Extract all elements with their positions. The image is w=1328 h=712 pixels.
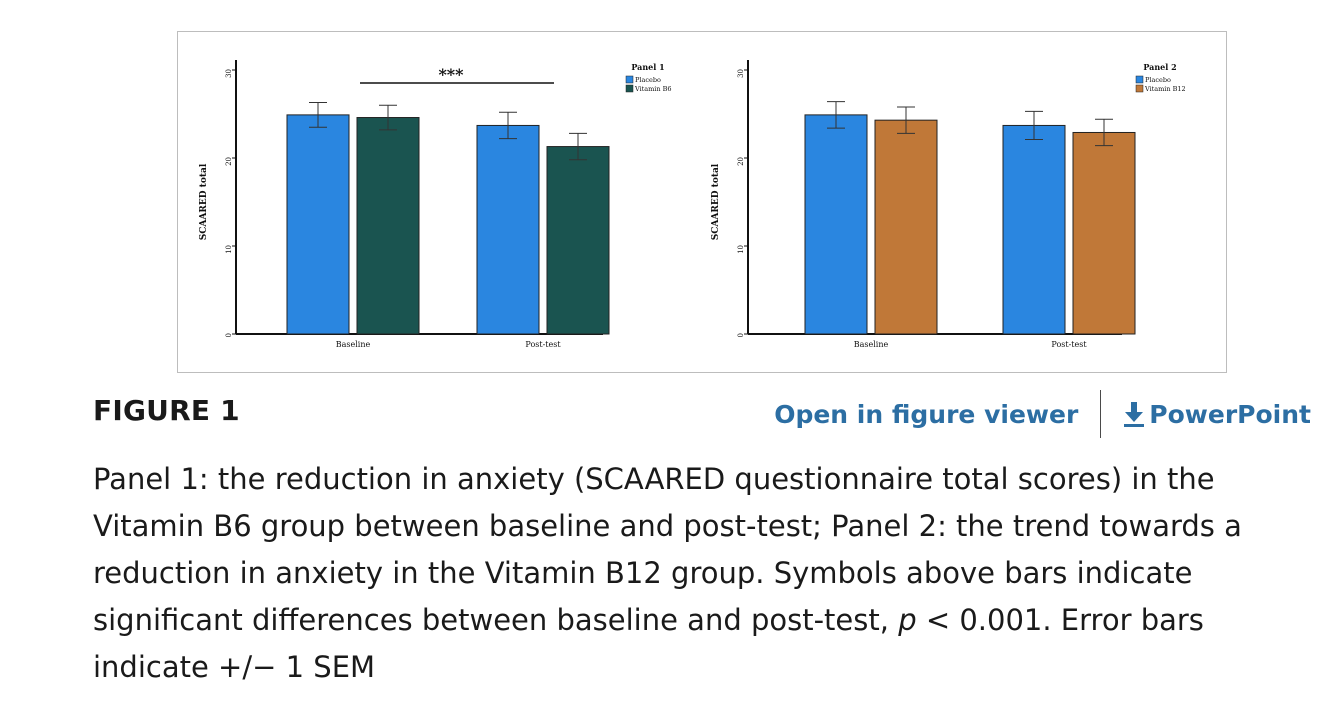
bar-vitamin-b12-baseline — [874, 119, 938, 335]
y-tick-label: 20 — [225, 157, 233, 166]
bar-placebo-baseline — [286, 114, 350, 335]
bar-placebo-post-test — [1002, 124, 1066, 335]
y-axis-label: SCAARED total — [199, 163, 209, 240]
legend-swatch — [1135, 84, 1144, 93]
caption-text-part1: Panel 1: the reduction in anxiety (SCAAR… — [93, 462, 1242, 637]
caption-text-part2: < 0.001. Error bars indicate +/− 1 SEM — [93, 603, 1204, 684]
x-tick-label: Baseline — [336, 340, 371, 349]
figure-chart: 0 10 20 30 SCAARED total Baseline Post-test ***… — [199, 60, 1186, 349]
x-tick-label: Post-test — [1051, 340, 1087, 349]
powerpoint-download-link[interactable]: PowerPoint — [1123, 400, 1311, 429]
y-tick-label: 20 — [737, 157, 745, 166]
chart-panel-1: 0 10 20 30 SCAARED total Baseline Post-test ***… — [199, 60, 672, 349]
y-tick-label: 0 — [737, 333, 745, 337]
legend-label: Vitamin B6 — [634, 85, 672, 93]
legend-swatch — [625, 75, 634, 84]
bar-vitamin-b6-post-test — [546, 146, 610, 335]
figure-image-frame: 0 10 20 30 SCAARED total Baseline Post-test ***… — [177, 31, 1227, 373]
figure-actions: Open in figure viewer PowerPoint — [774, 390, 1311, 438]
legend-swatch — [1135, 75, 1144, 84]
x-tick-label: Baseline — [854, 340, 889, 349]
y-tick-label: 10 — [225, 245, 233, 254]
y-tick-label: 30 — [737, 69, 745, 78]
powerpoint-label: PowerPoint — [1149, 399, 1311, 429]
legend-title: Panel 2 — [1143, 62, 1176, 72]
legend-swatch — [625, 84, 634, 93]
bar-placebo-baseline — [804, 114, 868, 335]
legend-label: Vitamin B12 — [1144, 85, 1186, 93]
open-figure-viewer-link[interactable]: Open in figure viewer — [774, 399, 1079, 429]
significance-stars: *** — [438, 65, 464, 84]
x-tick-label: Post-test — [525, 340, 561, 349]
figure-header: FIGURE 1 Open in figure viewer PowerPoin… — [93, 390, 1315, 438]
y-tick-label: 0 — [225, 333, 233, 337]
legend-label: Placebo — [635, 76, 661, 84]
legend-title: Panel 1 — [631, 62, 664, 72]
download-icon — [1124, 402, 1145, 427]
caption-p-symbol: p — [898, 603, 917, 637]
y-tick-label: 30 — [225, 69, 233, 78]
chart-panel-2: 0 10 20 30 SCAARED total Baseline Post-test Pan… — [711, 60, 1186, 349]
figure-label: FIGURE 1 — [93, 394, 240, 427]
y-axis-label: SCAARED total — [711, 163, 721, 240]
bar-vitamin-b6-baseline — [356, 117, 420, 335]
action-separator — [1100, 390, 1102, 438]
legend-label: Placebo — [1145, 76, 1171, 84]
bar-vitamin-b12-post-test — [1072, 131, 1136, 335]
figure-caption: Panel 1: the reduction in anxiety (SCAAR… — [93, 456, 1293, 691]
y-tick-label: 10 — [737, 245, 745, 254]
bar-placebo-post-test — [476, 124, 540, 335]
